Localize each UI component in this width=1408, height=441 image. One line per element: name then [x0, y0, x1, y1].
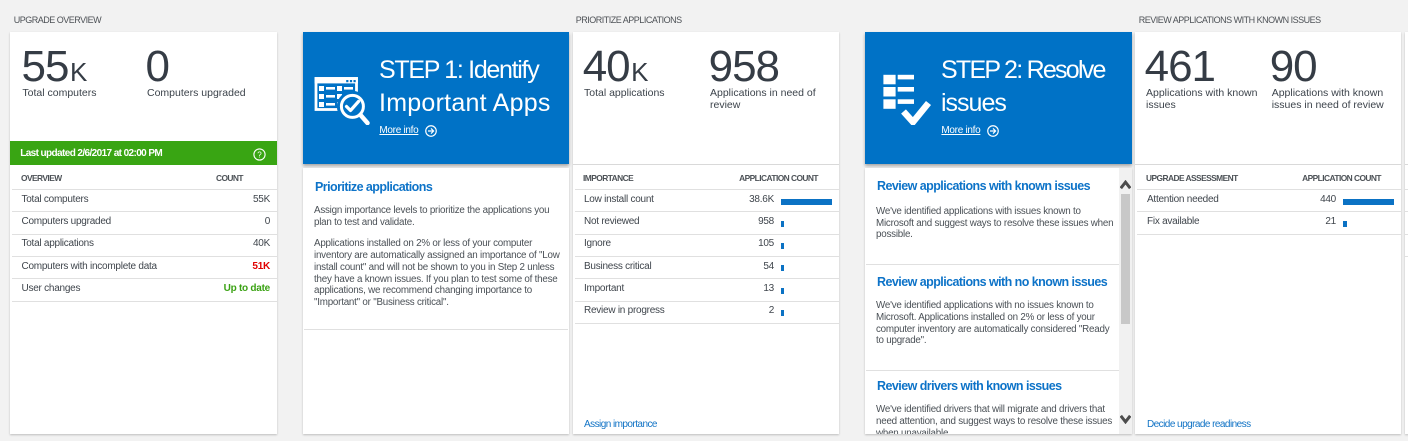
svg-text:?: ?: [257, 150, 262, 159]
